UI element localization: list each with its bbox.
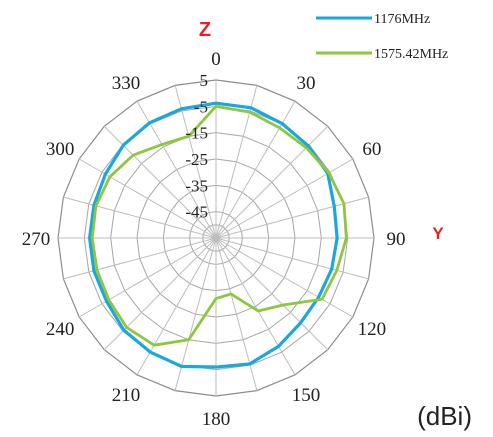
unit-label: (dBi) [417,401,472,431]
axis-marker-y: Y [432,224,444,243]
grid-spoke [63,237,217,280]
grid-spoke [63,196,217,239]
grid-spoke [78,158,217,239]
angle-tick-label: 270 [22,229,51,250]
r-tick-label: -35 [185,176,208,195]
grid-spoke [215,125,329,239]
grid-spoke [103,237,217,351]
r-tick-label: -15 [185,124,208,143]
grid-spoke [215,100,296,239]
angle-tick-labels: 0 30 60 90 120 150 180 210 240 270 300 330 [22,49,406,430]
angle-tick-label: 60 [362,139,381,160]
legend-label-1176mhz: 1176MHz [374,12,430,27]
r-tick-label: -5 [194,97,208,116]
grid-spoke [78,237,217,318]
grid-spoke [215,237,354,318]
grid-spoke [215,237,329,351]
legend: 1176MHz 1575.42MHz [316,12,448,62]
series-line-1575-42mhz [90,104,348,347]
radial-tick-labels: 5 -5 -15 -25 -35 -45 [185,71,208,222]
angle-tick-label: 240 [46,319,75,340]
angle-tick-label: 120 [358,319,387,340]
r-tick-label: -45 [185,203,208,222]
angle-tick-label: 90 [387,229,406,250]
grid-spoke [174,85,217,239]
r-tick-label: -25 [185,150,208,169]
angle-tick-label: 210 [112,385,141,406]
r-tick-label: 5 [200,71,209,90]
grid-spoke [136,237,217,376]
angle-tick-label: 30 [297,73,316,94]
angle-tick-label: 300 [46,139,75,160]
series-layer [87,101,348,369]
legend-label-1575mhz: 1575.42MHz [374,47,448,62]
angle-tick-label: 0 [211,49,221,70]
grid-spoke [215,237,369,280]
angle-tick-label: 150 [292,385,321,406]
axis-marker-z: Z [199,19,211,41]
polar-grid [57,79,375,397]
angle-tick-label: 330 [112,73,141,94]
grid-spoke [215,237,296,376]
angle-tick-label: 180 [202,409,231,430]
